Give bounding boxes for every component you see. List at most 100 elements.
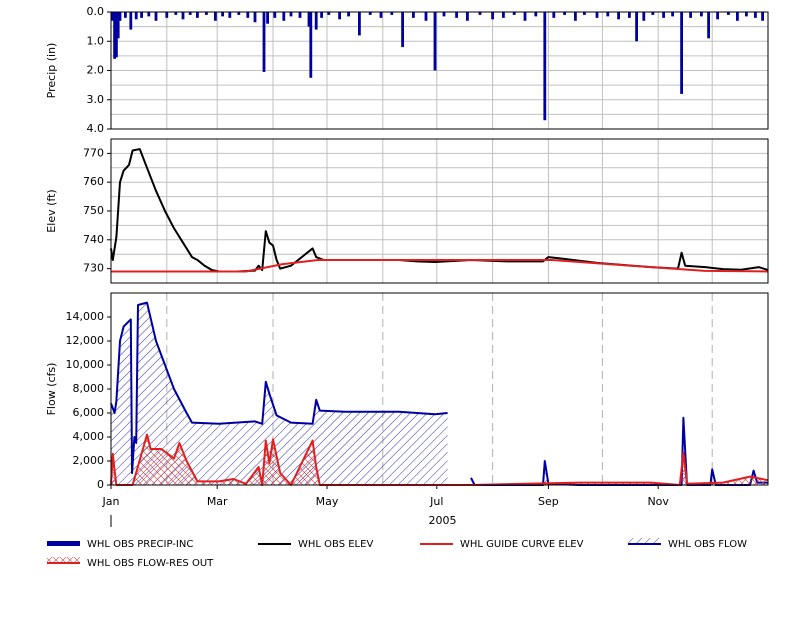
bar bbox=[442, 12, 446, 17]
bar bbox=[307, 12, 311, 27]
bar bbox=[111, 12, 115, 21]
bar bbox=[707, 12, 710, 39]
y-axis-title: Flow (cfs) bbox=[45, 363, 58, 416]
bar bbox=[466, 12, 469, 21]
bar bbox=[214, 12, 217, 21]
bar bbox=[140, 12, 143, 18]
bar bbox=[671, 12, 674, 17]
bar bbox=[266, 12, 269, 24]
bar bbox=[338, 12, 341, 20]
y-tick-label: 0 bbox=[97, 478, 104, 491]
bar bbox=[273, 12, 277, 18]
bar bbox=[412, 12, 415, 18]
y-tick-label: 2.0 bbox=[87, 64, 105, 77]
bar bbox=[736, 12, 739, 21]
bar bbox=[754, 12, 757, 18]
bar bbox=[583, 12, 586, 15]
bar bbox=[174, 12, 178, 15]
bar bbox=[424, 12, 428, 21]
bar bbox=[512, 12, 516, 15]
bar bbox=[680, 12, 683, 94]
y-tick-label: 4.0 bbox=[87, 122, 105, 135]
x-tick-label: Mar bbox=[207, 495, 228, 508]
y-tick-label: 740 bbox=[83, 233, 104, 246]
legend-label: WHL OBS PRECIP-INC bbox=[87, 539, 193, 550]
bar bbox=[116, 12, 120, 39]
x-tick-label: Jan bbox=[102, 495, 120, 508]
bar bbox=[617, 12, 620, 20]
bar bbox=[262, 12, 266, 72]
bar bbox=[595, 12, 599, 18]
bar bbox=[491, 12, 494, 20]
bar bbox=[253, 12, 257, 23]
bar bbox=[534, 12, 538, 17]
hatch-area bbox=[111, 434, 768, 485]
bar bbox=[205, 12, 208, 15]
bar bbox=[309, 12, 313, 78]
y-tick-label: 760 bbox=[83, 175, 104, 188]
bar bbox=[745, 12, 748, 17]
x-tick-label: Nov bbox=[647, 495, 669, 508]
bar bbox=[478, 12, 482, 15]
y-tick-label: 730 bbox=[83, 262, 104, 275]
bar bbox=[390, 12, 394, 15]
legend-swatch bbox=[628, 538, 661, 544]
bar bbox=[727, 12, 730, 15]
x-tick-label: Jul bbox=[429, 495, 443, 508]
legend-swatch bbox=[47, 541, 80, 546]
bar bbox=[113, 12, 116, 59]
bar bbox=[115, 12, 118, 58]
bar bbox=[606, 12, 610, 17]
bar bbox=[298, 12, 302, 18]
y-tick-label: 14,000 bbox=[66, 310, 105, 323]
y-axis-title: Precip (in) bbox=[45, 43, 58, 99]
series-line bbox=[110, 433, 769, 486]
y-tick-label: 770 bbox=[83, 146, 104, 159]
y-tick-label: 10,000 bbox=[66, 358, 105, 371]
bar bbox=[327, 12, 331, 15]
bar bbox=[635, 12, 638, 42]
bar bbox=[314, 12, 318, 30]
legend-label: WHL OBS FLOW-RES OUT bbox=[87, 558, 214, 569]
bar bbox=[196, 12, 199, 18]
legend: WHL OBS PRECIP-INC WHL OBS ELEV WHL GUIDE … bbox=[47, 538, 747, 569]
bar bbox=[228, 12, 232, 18]
plot-frame bbox=[110, 138, 769, 284]
bar bbox=[543, 12, 547, 121]
plot-frame bbox=[110, 11, 769, 130]
y-tick-label: 0.0 bbox=[87, 5, 105, 18]
bar bbox=[154, 12, 158, 21]
x-tick-label: Sep bbox=[538, 495, 559, 508]
bar bbox=[221, 12, 224, 17]
bar bbox=[574, 12, 577, 21]
bar bbox=[282, 12, 286, 21]
plot-frame bbox=[110, 292, 769, 486]
bar bbox=[628, 12, 631, 18]
bar bbox=[689, 12, 692, 18]
bar bbox=[129, 12, 133, 30]
y-axis-title: Elev (ft) bbox=[45, 189, 58, 232]
bar bbox=[502, 12, 505, 18]
bar bbox=[134, 12, 138, 20]
y-tick-label: 2,000 bbox=[73, 454, 105, 467]
bar bbox=[347, 12, 350, 17]
series-line bbox=[111, 258, 769, 273]
bar bbox=[368, 12, 372, 15]
x-tick-label: May bbox=[316, 495, 339, 508]
bar bbox=[433, 12, 437, 71]
bar bbox=[651, 12, 655, 15]
bar bbox=[552, 12, 556, 18]
bar bbox=[642, 12, 646, 21]
bar bbox=[124, 12, 127, 18]
y-tick-label: 8,000 bbox=[73, 382, 105, 395]
bar bbox=[181, 12, 185, 20]
bar bbox=[455, 12, 458, 18]
legend-label: WHL GUIDE CURVE ELEV bbox=[460, 539, 584, 550]
legend-swatch bbox=[47, 557, 80, 563]
bar bbox=[320, 12, 323, 18]
y-tick-label: 12,000 bbox=[66, 334, 105, 347]
y-tick-label: 6,000 bbox=[73, 406, 105, 419]
hatch-area bbox=[111, 302, 768, 485]
bar bbox=[237, 12, 241, 15]
